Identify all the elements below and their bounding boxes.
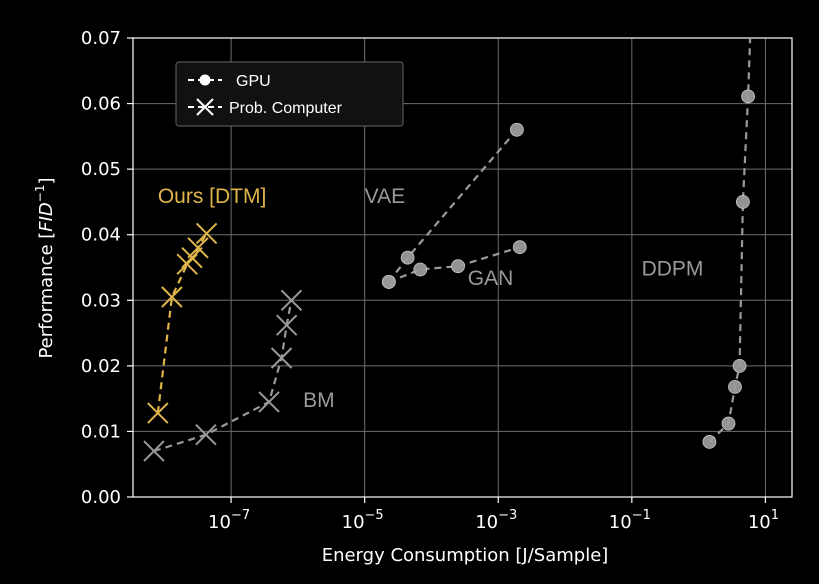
y-tick-label: 0.00 [81, 487, 121, 508]
x-tick-label: 101 [748, 508, 779, 533]
legend-prob-label: Prob. Computer [229, 100, 343, 117]
series-label-ddpm: DDPM [642, 257, 704, 280]
data-point-vae [509, 122, 524, 137]
data-point-gan [451, 259, 465, 274]
legend-prob-marker [196, 98, 214, 116]
data-point-ours-dtm [195, 222, 218, 245]
data-point-bm [143, 440, 165, 462]
data-point-ddpm [728, 379, 742, 394]
legend-gpu-marker [199, 74, 211, 86]
x-tick-label: 10−3 [475, 508, 517, 533]
data-point-ddpm [732, 358, 747, 373]
series-ours-dtm [147, 222, 218, 424]
data-point-ddpm [735, 195, 750, 209]
data-point-ours-dtm [147, 402, 169, 424]
y-tick-label: 0.04 [81, 225, 121, 246]
series-label-ours-dtm: Ours [DTM] [158, 185, 267, 208]
series-label-gan: GAN [468, 267, 514, 290]
y-axis-title-close: ] [36, 177, 57, 184]
series-label-vae: VAE [365, 185, 405, 208]
data-point-bm [280, 289, 303, 311]
data-point-bm [195, 423, 217, 446]
plot-frame [132, 37, 793, 498]
annotation-layer: Ours [DTM] BM VAE GAN DDPM [158, 185, 704, 412]
y-tick-label: 0.03 [81, 290, 121, 311]
y-tick-label: 0.05 [81, 159, 121, 180]
data-point-gan [413, 262, 428, 277]
y-axis-title-italic: FID [36, 202, 57, 232]
data-point-ddpm [702, 435, 717, 449]
x-axis-title: Energy Consumption [J/Sample] [322, 545, 609, 566]
y-axis-title: Performance [FID−1] [33, 177, 57, 358]
y-tick-label: 0.02 [81, 356, 121, 377]
legend: GPU Prob. Computer [175, 61, 404, 127]
data-point-ours-dtm [176, 253, 198, 275]
data-point-ddpm [741, 89, 755, 104]
x-tick-label: 10−1 [609, 508, 651, 533]
y-axis-title-sup: −1 [33, 184, 47, 202]
data-point-vae [400, 250, 415, 265]
series-line-bm [153, 300, 293, 453]
series-label-bm: BM [303, 389, 335, 412]
y-tick-label: 0.07 [81, 28, 121, 49]
data-point-gan [381, 275, 396, 289]
data-point-gan [512, 240, 527, 255]
series-bm [143, 289, 303, 462]
legend-box [175, 61, 404, 127]
series-line-gan [388, 246, 521, 283]
series-layer [143, 37, 755, 462]
legend-item-gpu: GPU [188, 73, 271, 90]
y-axis-title-main: Performance [ [36, 232, 57, 359]
x-tick-label: 10−7 [208, 508, 250, 533]
data-point-ours-dtm [161, 286, 183, 308]
series-gan [381, 240, 527, 289]
legend-gpu-label: GPU [236, 73, 271, 90]
data-point-bm [270, 347, 293, 369]
legend-item-prob-computer: Prob. Computer [188, 98, 343, 117]
y-tick-label: 0.06 [81, 94, 121, 115]
data-point-ours-dtm [187, 237, 209, 259]
x-tick-label: 10−5 [342, 508, 384, 533]
series-ddpm [702, 37, 755, 449]
data-point-bm [275, 314, 298, 336]
tick-marks [127, 37, 767, 503]
data-point-ddpm [721, 416, 736, 431]
y-tick-label: 0.01 [81, 421, 121, 442]
data-point-bm [258, 391, 280, 413]
data-point-ours-dtm [181, 246, 203, 269]
